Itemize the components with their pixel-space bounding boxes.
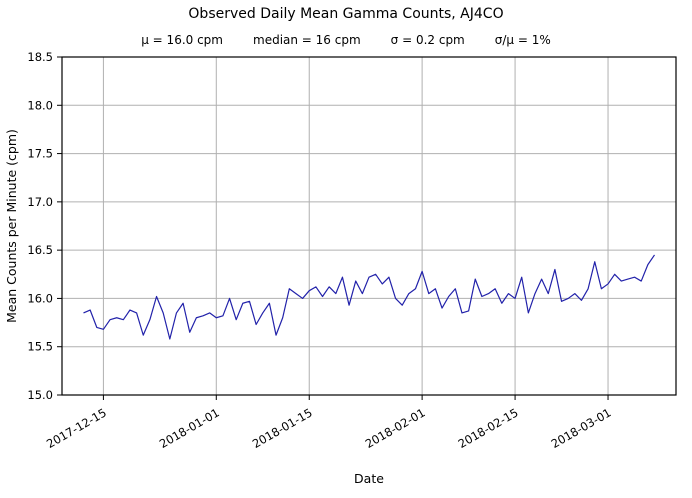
plot-border: [61, 56, 677, 396]
stat-sigma-over-mu: σ/μ = 1%: [494, 33, 551, 47]
x-tick-label: 2018-02-15: [456, 405, 521, 451]
stat-median: median = 16 cpm: [253, 33, 361, 47]
x-tick-label: 2018-03-01: [549, 405, 614, 451]
x-tick-label: 2018-01-15: [250, 405, 315, 451]
y-axis-label: Mean Counts per Minute (cpm): [4, 129, 19, 323]
x-tick-label: 2018-01-01: [157, 405, 222, 451]
y-tick-label: 16.5: [27, 243, 53, 257]
stat-mean: μ = 16.0 cpm: [141, 33, 223, 47]
y-tick-label: 18.5: [27, 50, 53, 64]
chart-stats-line: μ = 16.0 cpm median = 16 cpm σ = 0.2 cpm…: [0, 33, 692, 47]
x-tick-label: 2017-12-15: [44, 405, 109, 451]
y-tick-label: 15.5: [27, 340, 53, 354]
y-tick-label: 17.5: [27, 147, 53, 161]
x-tick-label: 2018-02-01: [363, 405, 428, 451]
y-tick-label: 18.0: [27, 98, 53, 112]
gridlines: [62, 56, 676, 396]
stat-sigma: σ = 0.2 cpm: [390, 33, 465, 47]
data-line: [83, 254, 656, 340]
chart-title: Observed Daily Mean Gamma Counts, AJ4CO: [188, 6, 504, 22]
y-tick-label: 16.0: [27, 291, 53, 305]
y-tick-label: 15.0: [27, 388, 53, 402]
x-axis-label: Date: [354, 471, 384, 486]
y-tick-label: 17.0: [27, 195, 53, 209]
